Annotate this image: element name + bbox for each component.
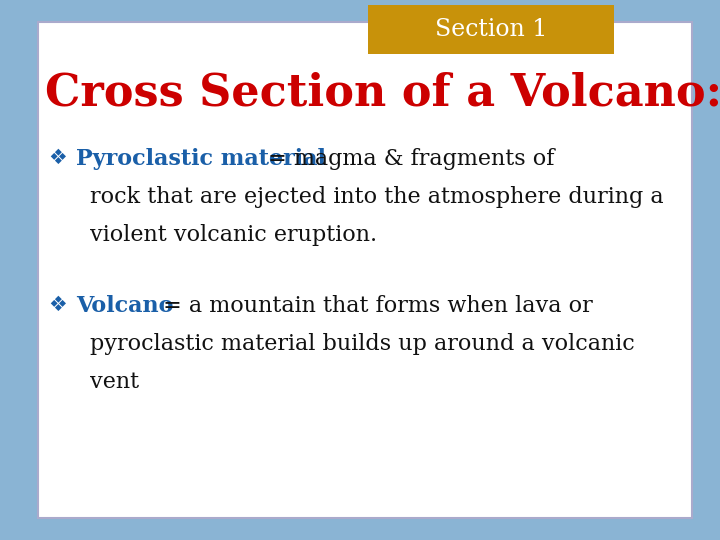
Text: vent: vent bbox=[90, 371, 139, 393]
Text: Volcano: Volcano bbox=[76, 295, 174, 317]
Text: ❖: ❖ bbox=[48, 295, 67, 315]
Bar bbox=[368, 5, 614, 54]
Text: = magma & fragments of: = magma & fragments of bbox=[261, 148, 554, 170]
Text: Section 1: Section 1 bbox=[435, 18, 547, 41]
Text: violent volcanic eruption.: violent volcanic eruption. bbox=[90, 224, 377, 246]
Text: Pyroclastic material: Pyroclastic material bbox=[76, 148, 326, 170]
Text: = a mountain that forms when lava or: = a mountain that forms when lava or bbox=[156, 295, 593, 317]
Text: Cross Section of a Volcano: Cont.: Cross Section of a Volcano: Cont. bbox=[45, 72, 720, 115]
Text: rock that are ejected into the atmosphere during a: rock that are ejected into the atmospher… bbox=[90, 186, 664, 208]
Text: ❖: ❖ bbox=[48, 148, 67, 168]
Text: pyroclastic material builds up around a volcanic: pyroclastic material builds up around a … bbox=[90, 333, 635, 355]
